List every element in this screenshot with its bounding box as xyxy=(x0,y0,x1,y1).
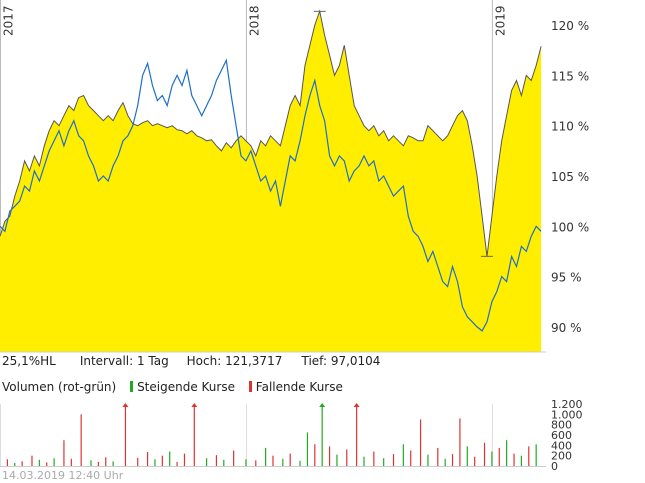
hl-text: 25,1%HL xyxy=(2,354,56,368)
legend-up-label: Steigende Kurse xyxy=(137,380,235,394)
legend-up-swatch xyxy=(130,381,134,392)
timestamp: 14.03.2019 12:40 Uhr xyxy=(2,469,124,482)
area-series-fill xyxy=(0,11,542,352)
y-tick-label: 100 % xyxy=(551,220,589,234)
y-tick-label: 95 % xyxy=(551,271,582,285)
legend-down-label: Fallende Kurse xyxy=(255,380,343,394)
volume-overflow-arrow xyxy=(319,403,326,407)
year-label: 2017 xyxy=(2,5,16,36)
volume-tick-label: 1.200 xyxy=(551,398,583,411)
volume-tick-label: 400 xyxy=(551,439,572,452)
low-text: Tief: 97,0104 xyxy=(301,354,381,368)
info-row: 25,1%HL Intervall: 1 Tag Hoch: 121,3717 … xyxy=(2,354,380,368)
y-tick-label: 105 % xyxy=(551,170,589,184)
year-label: 2018 xyxy=(247,5,261,36)
volume-overflow-arrow xyxy=(122,403,129,407)
y-tick-label: 90 % xyxy=(551,321,582,335)
volume-overflow-arrow xyxy=(353,403,360,407)
volume-overflow-arrow xyxy=(191,403,198,407)
legend-down-swatch xyxy=(248,381,252,392)
volume-tick-label: 200 xyxy=(551,450,572,463)
volume-tick-label: 600 xyxy=(551,429,572,442)
y-tick-label: 120 % xyxy=(551,19,589,33)
volume-title: Volumen (rot-grün) xyxy=(2,380,117,394)
line-series xyxy=(0,58,542,332)
volume-tick-label: 800 xyxy=(551,419,572,432)
y-tick-label: 115 % xyxy=(551,69,589,83)
year-label: 2019 xyxy=(493,5,507,36)
area-series-outline xyxy=(0,9,542,257)
volume-tick-label: 0 xyxy=(551,460,558,473)
volume-tick-label: 1.000 xyxy=(551,408,583,421)
y-tick-label: 110 % xyxy=(551,120,589,134)
high-text: Hoch: 121,3717 xyxy=(186,354,283,368)
volume-legend: Volumen (rot-grün) Steigende Kurse Falle… xyxy=(2,380,343,394)
interval-text: Intervall: 1 Tag xyxy=(79,354,169,368)
